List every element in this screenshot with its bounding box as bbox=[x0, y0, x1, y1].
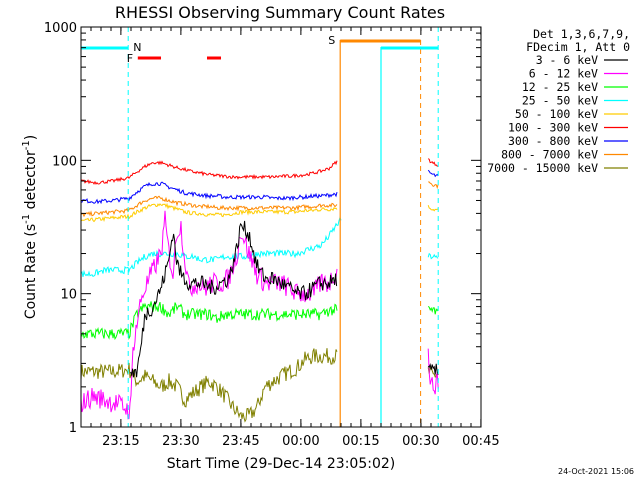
legend-entry-1: 6 - 12 keV bbox=[529, 67, 598, 81]
x-tick-label-0: 23:15 bbox=[102, 434, 139, 449]
series-line-7 bbox=[80, 195, 338, 218]
series-line-tail-1 bbox=[427, 348, 439, 395]
series-line-tail-4 bbox=[427, 205, 439, 212]
x-tick-label-5: 00:30 bbox=[402, 434, 439, 449]
y-tick-label-3: 1000 bbox=[44, 21, 77, 36]
x-tick-label-2: 23:45 bbox=[222, 434, 259, 449]
legend-entry-8: 7000 - 15000 keV bbox=[487, 161, 598, 175]
x-tick-label-4: 00:15 bbox=[342, 434, 379, 449]
y-tick-label-1: 10 bbox=[60, 288, 77, 303]
series-line-1 bbox=[80, 210, 338, 420]
x-tick-label-6: 00:45 bbox=[462, 434, 499, 449]
legend-entry-2: 12 - 25 keV bbox=[522, 80, 598, 94]
x-axis: 23:15 23:30 23:45 00:00 00:15 00:30 00:45 bbox=[80, 27, 500, 449]
legend: Det 1,3,6,7,9,FDecim 1, Att 03 - 6 keV6 … bbox=[487, 27, 630, 175]
series-line-tail-5 bbox=[427, 158, 439, 167]
chart-title: RHESSI Observing Summary Count Rates bbox=[115, 3, 445, 22]
y-axis: 1 10 100 1000 bbox=[44, 21, 481, 436]
series-line-tail-2 bbox=[427, 306, 439, 315]
y-tick-label-2: 100 bbox=[52, 154, 77, 169]
night-label: N bbox=[133, 41, 141, 54]
series-line-0 bbox=[130, 220, 338, 378]
x-axis-label: Start Time (29-Dec-14 23:05:02) bbox=[167, 456, 395, 472]
legend-header-1: FDecim 1, Att 0 bbox=[526, 40, 630, 54]
legend-entry-4: 50 - 100 keV bbox=[515, 107, 598, 121]
footer-timestamp: 24-Oct-2021 15:06 bbox=[558, 467, 634, 476]
series-line-3 bbox=[80, 216, 342, 278]
series-line-4 bbox=[80, 202, 338, 223]
legend-entry-6: 300 - 800 keV bbox=[508, 134, 598, 148]
x-tick-label-1: 23:30 bbox=[162, 434, 199, 449]
legend-entry-5: 100 - 300 keV bbox=[508, 121, 598, 135]
series-line-tail-3 bbox=[427, 252, 439, 260]
series-line-6 bbox=[81, 181, 338, 205]
y-axis-label: Count Rate (s-1 detector-1) bbox=[21, 135, 39, 319]
saa-label: S bbox=[328, 34, 335, 47]
legend-header-0: Det 1,3,6,7,9, bbox=[533, 27, 630, 41]
plot-area: NF S bbox=[80, 27, 439, 427]
series-line-tail-6 bbox=[427, 169, 439, 178]
flare-label: F bbox=[127, 52, 133, 65]
series-line-5 bbox=[80, 160, 338, 185]
x-tick-label-3: 00:00 bbox=[282, 434, 319, 449]
y-tick-label-0: 1 bbox=[69, 421, 77, 436]
legend-entry-3: 25 - 50 keV bbox=[522, 94, 598, 108]
series-line-tail-0 bbox=[427, 362, 439, 375]
series-line-tail-7 bbox=[428, 181, 439, 190]
series-line-2 bbox=[80, 301, 338, 341]
legend-entry-7: 800 - 7000 keV bbox=[501, 148, 598, 162]
series-line-8 bbox=[80, 348, 338, 423]
legend-entry-0: 3 - 6 keV bbox=[536, 53, 598, 67]
